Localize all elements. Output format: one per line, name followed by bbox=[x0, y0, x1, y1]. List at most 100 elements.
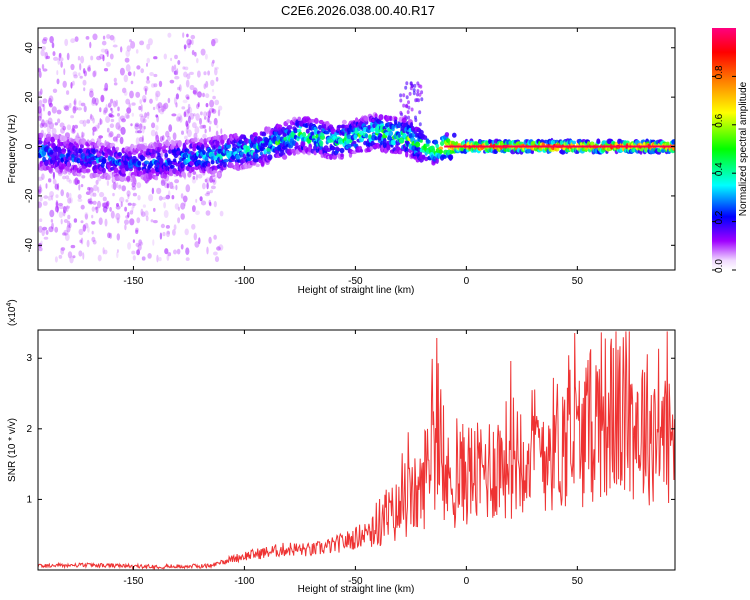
spectral-noise-blob bbox=[163, 202, 167, 209]
spectral-ridge-blob bbox=[154, 176, 159, 181]
spectral-noise-blob bbox=[167, 135, 171, 141]
spectral-noise-blob bbox=[41, 173, 45, 180]
spectral-ridge-blob bbox=[62, 135, 67, 142]
spectral-ridge-blob bbox=[154, 142, 159, 148]
spectral-noise-blob bbox=[180, 202, 186, 210]
spectral-noise-blob bbox=[58, 211, 64, 218]
spectral-noise-blob bbox=[38, 115, 42, 121]
spectral-noise-blob bbox=[207, 115, 210, 123]
spectral-ridge-blob bbox=[182, 172, 187, 179]
spectral-noise-blob bbox=[112, 36, 116, 43]
spectral-noise-blob bbox=[42, 103, 45, 108]
spectral-ridge-blob bbox=[444, 132, 450, 137]
spectral-noise-blob bbox=[186, 108, 191, 114]
spectral-noise-blob bbox=[110, 118, 115, 123]
spectral-noise-blob bbox=[168, 190, 171, 198]
spectral-ridge-blob bbox=[435, 143, 440, 149]
spectral-ridge-blob bbox=[253, 157, 260, 163]
spectral-noise-blob bbox=[420, 90, 424, 95]
spectral-noise-blob bbox=[87, 65, 91, 71]
spectral-noise-blob bbox=[99, 119, 103, 125]
spectral-ridge-blob bbox=[238, 139, 244, 144]
spectral-noise-blob bbox=[60, 61, 63, 68]
spectral-noise-blob bbox=[130, 123, 133, 127]
spectral-noise-blob bbox=[79, 119, 84, 125]
spectral-ridge-blob bbox=[223, 158, 229, 163]
spectral-noise-blob bbox=[72, 71, 78, 77]
spectral-noise-blob bbox=[106, 34, 111, 39]
spectrogram-x-tick-label: -150 bbox=[123, 276, 143, 287]
spectral-noise-blob bbox=[49, 209, 55, 218]
spectral-noise-blob bbox=[95, 179, 99, 185]
spectral-ridge-blob bbox=[282, 132, 287, 138]
spectral-noise-blob bbox=[104, 82, 109, 91]
spectral-ridge-blob bbox=[91, 160, 97, 165]
snr-y-tick-label: 2 bbox=[26, 424, 32, 435]
spectral-noise-blob bbox=[191, 39, 194, 46]
spectral-noise-blob bbox=[182, 99, 188, 104]
spectral-noise-blob bbox=[153, 207, 156, 212]
spectral-ridge-blob bbox=[388, 130, 394, 137]
spectral-noise-blob bbox=[117, 184, 122, 190]
spectrogram-x-tick-label: -50 bbox=[348, 276, 363, 287]
spectral-noise-blob bbox=[54, 256, 58, 263]
spectral-noise-blob bbox=[143, 85, 149, 92]
spectral-noise-blob bbox=[97, 254, 102, 262]
spectral-noise-blob bbox=[64, 38, 69, 47]
spectral-ridge-blob bbox=[168, 171, 174, 177]
spectral-noise-blob bbox=[214, 68, 218, 76]
spectral-ridge-blob bbox=[246, 157, 252, 161]
spectral-noise-blob bbox=[131, 202, 137, 207]
spectral-noise-blob bbox=[149, 98, 153, 104]
spectral-noise-blob bbox=[109, 123, 115, 128]
spectral-noise-blob bbox=[167, 231, 170, 235]
spectral-noise-blob bbox=[161, 196, 167, 200]
spectral-ridge-blob bbox=[48, 166, 53, 173]
spectral-noise-blob bbox=[132, 192, 137, 197]
spectral-ridge-blob bbox=[220, 139, 225, 144]
spectral-noise-blob bbox=[177, 206, 180, 211]
spectral-noise-blob bbox=[106, 127, 110, 133]
spectral-noise-blob bbox=[91, 97, 96, 105]
spectral-ridge-blob bbox=[339, 147, 345, 154]
spectral-noise-blob bbox=[172, 132, 177, 141]
spectral-noise-blob bbox=[199, 196, 203, 202]
spectral-ridge-blob bbox=[144, 160, 150, 165]
spectral-noise-blob bbox=[198, 237, 201, 245]
spectral-noise-blob bbox=[169, 79, 175, 84]
spectral-ridge-blob bbox=[158, 142, 163, 148]
spectral-noise-blob bbox=[419, 84, 423, 89]
spectral-noise-blob bbox=[150, 129, 156, 137]
spectral-noise-blob bbox=[88, 187, 94, 193]
spectral-noise-blob bbox=[160, 152, 163, 157]
spectral-noise-blob bbox=[120, 126, 126, 135]
spectral-noise-blob bbox=[99, 53, 105, 60]
spectral-noise-blob bbox=[63, 206, 67, 214]
spectral-noise-blob bbox=[100, 94, 105, 103]
spectral-noise-blob bbox=[77, 194, 82, 200]
spectral-noise-blob bbox=[160, 178, 166, 184]
spectral-noise-blob bbox=[176, 68, 179, 76]
spectral-ridge-blob bbox=[101, 167, 106, 174]
spectral-noise-blob bbox=[87, 198, 92, 204]
spectral-ridge-blob bbox=[286, 119, 291, 124]
spectral-noise-blob bbox=[38, 189, 41, 196]
spectral-noise-blob bbox=[220, 128, 223, 135]
spectral-noise-blob bbox=[92, 117, 95, 124]
spectral-noise-blob bbox=[115, 122, 121, 130]
spectral-noise-blob bbox=[51, 106, 57, 114]
spectral-ridge-blob bbox=[418, 129, 424, 135]
spectral-ridge-blob bbox=[398, 116, 403, 123]
spectral-noise-blob bbox=[153, 56, 158, 60]
spectral-noise-blob bbox=[121, 185, 126, 192]
spectral-noise-blob bbox=[99, 107, 102, 113]
spectral-noise-blob bbox=[193, 113, 196, 117]
spectral-noise-blob bbox=[70, 63, 75, 71]
spectral-noise-blob bbox=[185, 94, 190, 99]
spectral-noise-blob bbox=[112, 192, 115, 197]
spectral-noise-blob bbox=[80, 184, 84, 188]
spectral-ridge-blob bbox=[440, 141, 445, 146]
spectral-noise-blob bbox=[125, 199, 129, 203]
spectral-noise-blob bbox=[135, 49, 139, 54]
colorbar-gradient bbox=[712, 28, 736, 270]
